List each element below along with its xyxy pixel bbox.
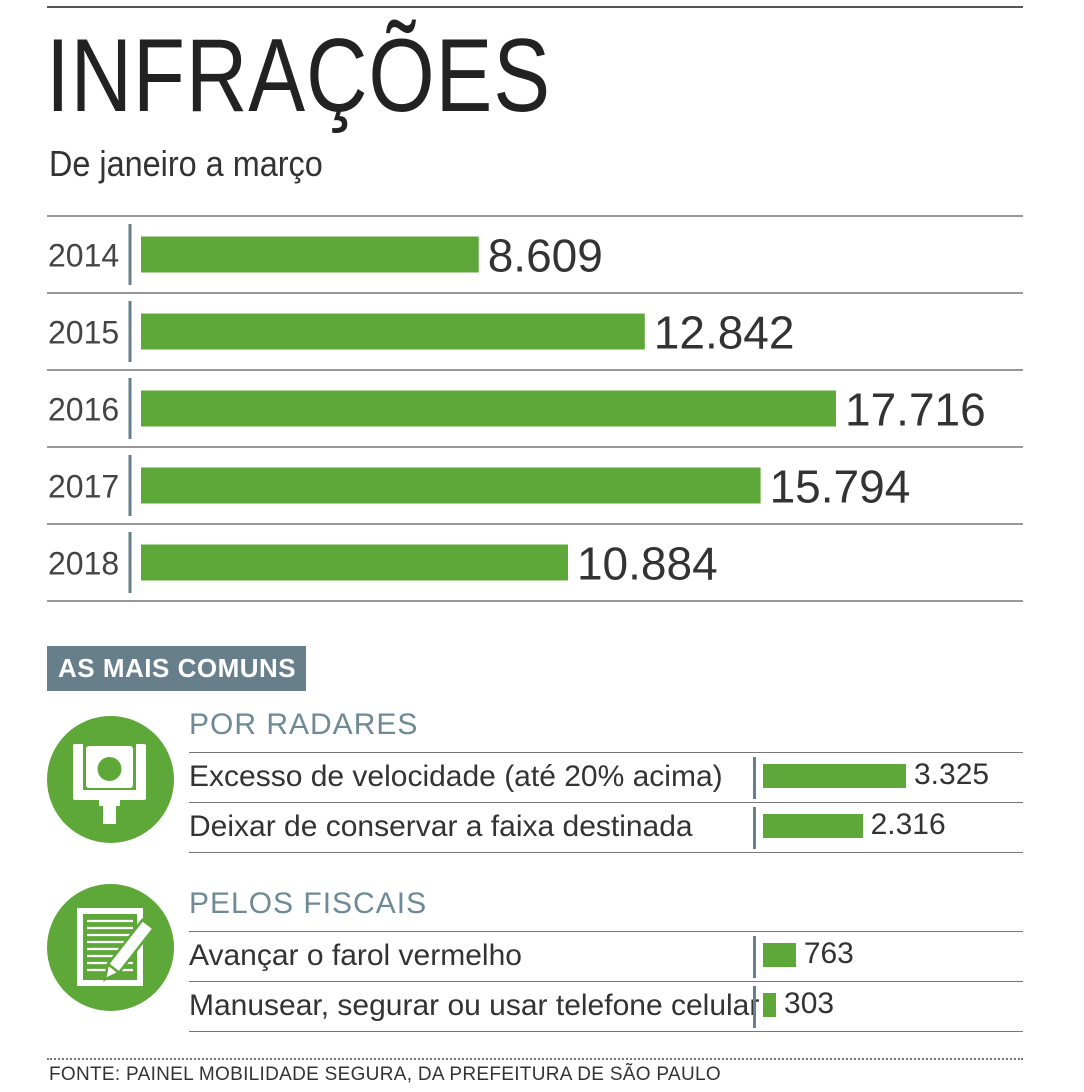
radar-item-label: Deixar de conservar a faixa destinada [189, 810, 693, 843]
fiscal-item-label: Avançar o farol vermelho [189, 939, 522, 972]
value-label: 763 [803, 937, 854, 970]
bar [763, 764, 906, 788]
fiscal-rule-mid [189, 981, 1023, 982]
bar-axis [753, 936, 756, 978]
bar [763, 814, 863, 838]
yearly-infractions-chart: 2014 8.609 2015 12.842 2016 17.716 2017 15.794 2… [47, 215, 1023, 602]
radar-icon-circle [47, 716, 174, 843]
speed-camera-icon [73, 744, 146, 824]
bar-axis [753, 757, 756, 799]
year-label: 2016 [48, 392, 119, 428]
radar-rule-bottom [189, 852, 1023, 853]
fiscal-rule-top [189, 931, 1023, 932]
bar-axis [753, 807, 756, 849]
fiscal-section-title: PELOS FISCAIS [189, 887, 428, 920]
notepad-pencil-icon [77, 908, 156, 986]
radar-item-label: Excesso de velocidade (até 20% acima) [189, 760, 723, 793]
year-label: 2014 [48, 238, 119, 274]
radar-rule-mid [189, 802, 1023, 803]
source-note: FONTE: PAINEL MOBILIDADE SEGURA, DA PREF… [49, 1064, 721, 1085]
fiscal-rule-bottom [189, 1031, 1023, 1032]
bar [141, 236, 479, 273]
year-label: 2015 [48, 315, 119, 351]
year-label: 2017 [48, 469, 119, 505]
value-label: 10.884 [577, 538, 718, 590]
bar [141, 313, 645, 350]
bar-axis [753, 986, 756, 1028]
value-label: 17.716 [845, 384, 986, 436]
footer-divider [47, 1058, 1023, 1060]
section-badge: AS MAIS COMUNS [47, 646, 306, 691]
year-label: 2018 [48, 546, 119, 582]
bar [141, 544, 568, 581]
value-label: 303 [784, 987, 835, 1020]
radar-section-title: POR RADARES [189, 708, 419, 741]
fiscal-item-label: Manusear, segurar ou usar telefone celul… [189, 989, 760, 1022]
value-label: 8.609 [488, 230, 603, 282]
bar [763, 993, 777, 1017]
bar [763, 943, 796, 967]
value-label: 2.316 [870, 808, 946, 841]
value-label: 12.842 [654, 307, 795, 359]
top-rule [47, 6, 1023, 8]
bar [141, 467, 761, 504]
value-label: 3.325 [914, 758, 990, 791]
fiscal-icon-circle [47, 884, 174, 1011]
page-subtitle: De janeiro a março [49, 143, 323, 184]
page-title: INFRAÇÕES [46, 18, 551, 134]
radar-rule-top [189, 752, 1023, 753]
value-label: 15.794 [770, 461, 911, 513]
bar [141, 390, 836, 427]
